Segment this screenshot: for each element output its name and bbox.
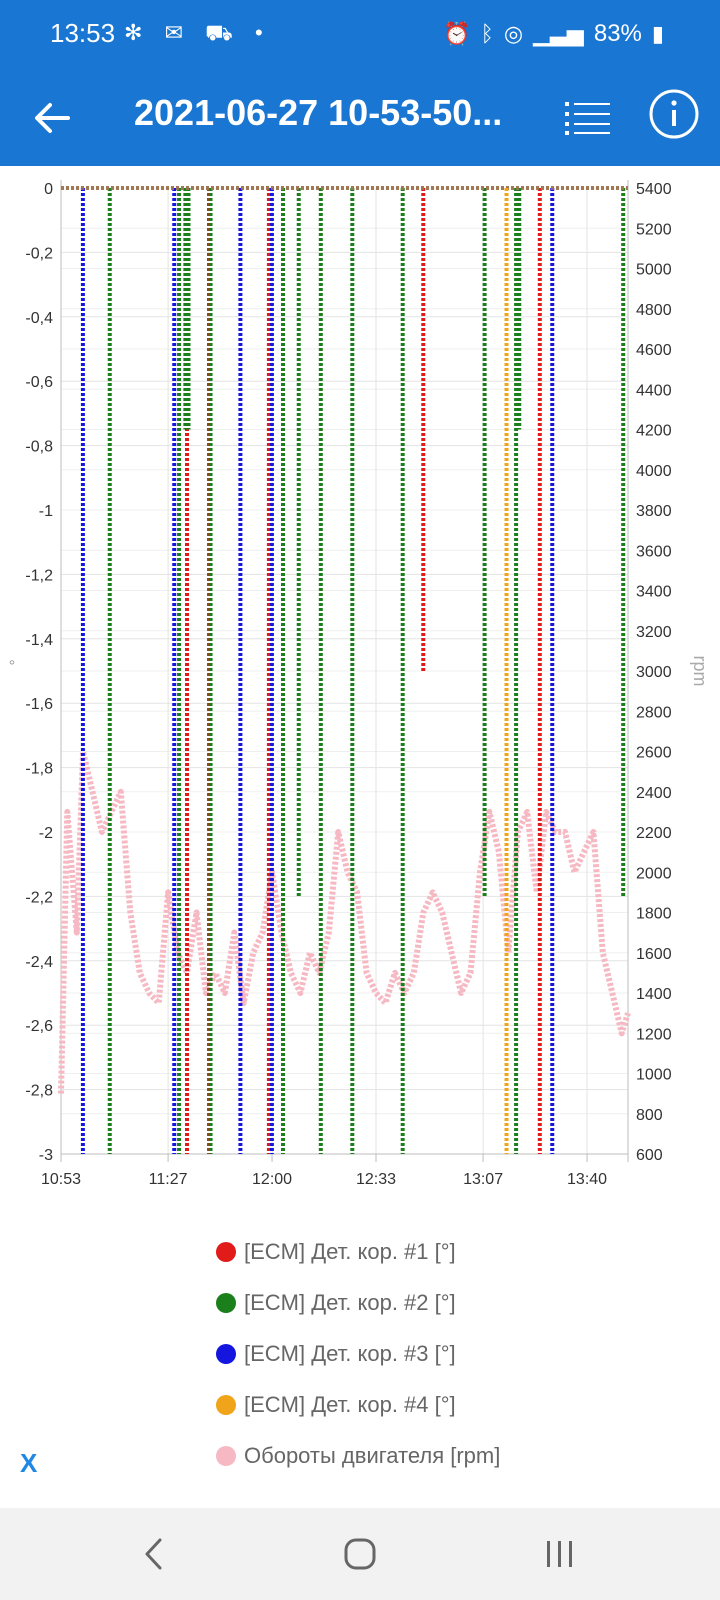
nav-home-icon — [344, 1538, 376, 1570]
right-tick-label: 1800 — [636, 906, 672, 923]
x-tick-label: 11:27 — [149, 1171, 188, 1188]
right-tick-label: 4800 — [636, 302, 672, 319]
status-icons-left: ✻ ✉ ⛟ • — [124, 20, 271, 49]
info-icon — [649, 89, 699, 139]
right-tick-label: 1600 — [636, 946, 672, 963]
nav-recents-icon — [547, 1541, 572, 1567]
right-tick-label: 2800 — [636, 704, 672, 721]
battery-level: 83% — [593, 20, 642, 47]
x-tick-label: 13:07 — [463, 1171, 503, 1188]
bluetooth-icon: ᛒ — [480, 21, 494, 46]
left-tick-label: -0,4 — [25, 310, 53, 327]
dot-icon: • — [254, 20, 271, 45]
signal-icon: ▁▃▅ — [533, 21, 584, 46]
right-tick-label: 5000 — [636, 262, 672, 279]
hotspot-icon: ◎ — [503, 21, 524, 46]
nav-recents-button[interactable] — [530, 1528, 590, 1580]
nav-back-icon — [145, 1538, 162, 1570]
arrow-back-icon — [35, 103, 70, 133]
right-tick-label: 3200 — [636, 624, 672, 641]
status-icons-right: ⏰ ᛒ ◎ ▁▃▅ 83% ▮ — [443, 20, 664, 48]
right-axis-unit: rpm — [690, 656, 710, 687]
legend-label: [ECM] Дет. кор. #1 [°] — [244, 1239, 456, 1264]
status-bar: 13:53 ✻ ✉ ⛟ • ⏰ ᛒ ◎ ▁▃▅ 83% ▮ — [0, 0, 720, 72]
mail-icon: ✉ — [164, 20, 191, 45]
left-tick-label: -2,6 — [25, 1018, 53, 1035]
left-tick-label: -1 — [39, 503, 53, 520]
x-tick-label: 10:53 — [41, 1171, 81, 1188]
legend-label: [ECM] Дет. кор. #2 [°] — [244, 1290, 456, 1315]
right-tick-label: 5400 — [636, 181, 672, 198]
close-legend-button[interactable]: X — [20, 1448, 38, 1478]
legend-item[interactable]: [ECM] Дет. кор. #2 [°] — [216, 1283, 456, 1323]
right-tick-label: 1000 — [636, 1067, 672, 1084]
app-bar: 2021-06-27 10-53-50... — [0, 72, 720, 166]
left-tick-label: -2,4 — [25, 954, 53, 971]
left-tick-label: -1,6 — [25, 696, 53, 713]
left-tick-label: 0 — [44, 181, 53, 198]
left-tick-label: -0,8 — [25, 439, 53, 456]
list-button[interactable] — [560, 90, 616, 146]
legend-swatch — [216, 1395, 236, 1415]
list-icon — [565, 102, 610, 135]
right-tick-label: 1200 — [636, 1026, 672, 1043]
alarm-icon: ⏰ — [443, 21, 471, 46]
legend-swatch — [216, 1446, 236, 1466]
right-tick-label: 4200 — [636, 423, 672, 440]
right-tick-label: 4400 — [636, 382, 672, 399]
legend-label: Обороты двигателя [rpm] — [244, 1443, 501, 1468]
left-tick-label: -0,6 — [25, 374, 53, 391]
left-tick-label: -1,8 — [25, 761, 53, 778]
right-tick-label: 2400 — [636, 785, 672, 802]
system-nav-bar — [0, 1508, 720, 1600]
battery-icon: ▮ — [651, 21, 664, 46]
right-tick-label: 3000 — [636, 664, 672, 681]
left-tick-label: -1,4 — [25, 632, 53, 649]
right-tick-label: 3800 — [636, 503, 672, 520]
info-button[interactable] — [648, 88, 700, 140]
legend-swatch — [216, 1293, 236, 1313]
right-tick-label: 2200 — [636, 825, 672, 842]
left-axis-unit: ° — [9, 658, 15, 675]
left-tick-label: -0,2 — [25, 245, 53, 262]
legend-item[interactable]: [ECM] Дет. кор. #3 [°] — [216, 1334, 456, 1374]
x-tick-label: 12:33 — [356, 1171, 396, 1188]
right-tick-label: 1400 — [636, 986, 672, 1003]
car-icon: ⛟ — [205, 20, 241, 45]
x-tick-label: 12:00 — [252, 1171, 292, 1188]
left-tick-label: -2,8 — [25, 1083, 53, 1100]
legend-item[interactable]: Обороты двигателя [rpm] — [216, 1436, 500, 1476]
right-tick-label: 4600 — [636, 342, 672, 359]
right-tick-label: 5200 — [636, 221, 672, 238]
right-tick-label: 600 — [636, 1147, 663, 1164]
right-tick-label: 2000 — [636, 865, 672, 882]
rpm-series-line — [58, 748, 631, 1094]
legend-swatch — [216, 1242, 236, 1262]
nav-back-button[interactable] — [124, 1528, 184, 1580]
right-tick-label: 800 — [636, 1107, 663, 1124]
left-tick-label: -3 — [39, 1147, 53, 1164]
x-tick-label: 13:40 — [567, 1171, 607, 1188]
left-tick-label: -1,2 — [25, 567, 53, 584]
fan-icon: ✻ — [124, 20, 151, 45]
left-tick-label: -2 — [39, 825, 53, 842]
right-tick-label: 4000 — [636, 463, 672, 480]
page-title: 2021-06-27 10-53-50... — [134, 92, 503, 133]
legend-item[interactable]: [ECM] Дет. кор. #1 [°] — [216, 1232, 456, 1272]
legend-item[interactable]: [ECM] Дет. кор. #4 [°] — [216, 1385, 456, 1425]
status-time: 13:53 — [50, 18, 116, 48]
legend: [ECM] Дет. кор. #1 [°] [ECM] Дет. кор. #2… — [0, 1232, 720, 1492]
legend-swatch — [216, 1344, 236, 1364]
legend-label: [ECM] Дет. кор. #3 [°] — [244, 1341, 456, 1366]
right-tick-label: 3600 — [636, 543, 672, 560]
back-button[interactable] — [26, 92, 78, 144]
right-tick-label: 2600 — [636, 745, 672, 762]
legend-label: [ECM] Дет. кор. #4 [°] — [244, 1392, 456, 1417]
nav-home-button[interactable] — [330, 1528, 390, 1580]
right-tick-label: 3400 — [636, 584, 672, 601]
chart-area[interactable]: 0 -0,2 -0,4 -0,6 -0,8 -1 -1,2 -1,4 -1,6 -1,8 -2 -2,… — [0, 172, 720, 1232]
left-tick-label: -2,2 — [25, 889, 53, 906]
chart-svg[interactable]: 0 -0,2 -0,4 -0,6 -0,8 -1 -1,2 -1,4 -1,6 -1,8 -2 -2,… — [0, 172, 720, 1232]
